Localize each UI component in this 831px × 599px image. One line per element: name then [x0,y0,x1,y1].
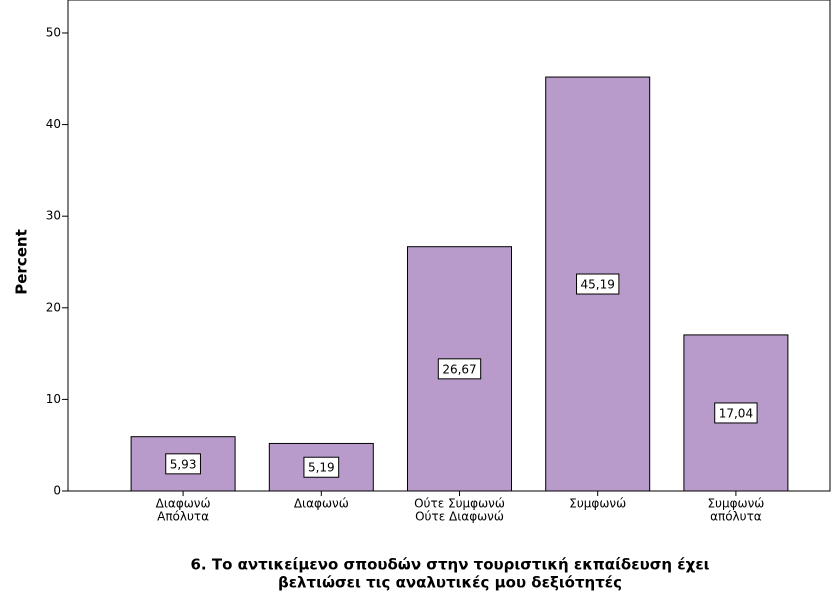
x-tick-label: Διαφωνώ [294,497,349,511]
value-label-box [303,456,340,478]
x-tick-label: Διαφωνώ [156,497,211,511]
y-tick-label: 40 [46,117,61,131]
x-tick-label: Συμφωνώ [707,497,764,511]
y-tick-label: 20 [46,300,61,314]
value-label-box [576,273,620,295]
value-label-box [437,358,482,380]
value-label: 5,93 [170,457,197,471]
x-tick-label: Συμφωνώ [569,497,626,511]
x-tick-label: Ούτε Διαφωνώ [415,510,504,524]
y-tick-label: 30 [46,209,61,223]
y-axis-label: Percent [13,229,31,294]
x-axis-label: βελτιώσει τις αναλυτικές μου δεξιότητές [278,574,622,592]
y-tick-label: 50 [46,25,61,39]
value-label-box [714,402,758,424]
x-tick-label: Απόλυτα [157,510,209,524]
x-axis-label: 6. Το αντικείμενο σπουδών στην τουριστικ… [190,556,709,574]
value-label: 26,67 [442,362,476,376]
value-label: 5,19 [308,461,335,475]
y-tick-label: 0 [53,484,61,498]
value-label-box [165,453,201,475]
y-tick-label: 10 [46,392,61,406]
value-label: 45,19 [581,278,615,292]
value-label: 17,04 [719,406,753,420]
x-tick-label: Ούτε Συμφωνώ [414,497,505,511]
x-tick-label: απόλυτα [710,510,762,524]
